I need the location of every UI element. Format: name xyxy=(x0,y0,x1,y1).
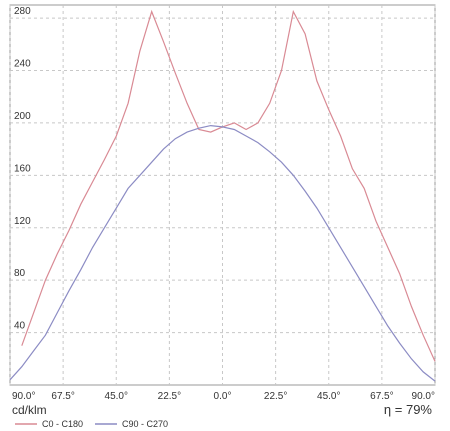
legend-label: C90 - C270 xyxy=(122,419,168,429)
y-unit: cd/klm xyxy=(12,403,47,417)
y-tick-label: 120 xyxy=(14,216,31,227)
y-tick-label: 240 xyxy=(14,59,31,70)
x-tick-label: 22.5° xyxy=(264,391,287,402)
y-tick-label: 160 xyxy=(14,163,31,174)
y-tick-label: 40 xyxy=(14,321,26,332)
series-line xyxy=(21,9,436,362)
x-tick-label: 45.0° xyxy=(105,391,128,402)
x-tick-label: 22.5° xyxy=(158,391,181,402)
y-tick-label: 280 xyxy=(14,6,31,17)
x-tick-label: 90.0° xyxy=(412,391,435,402)
x-tick-label: 90.0° xyxy=(12,391,35,402)
x-tick-label: 67.5° xyxy=(370,391,393,402)
y-tick-label: 200 xyxy=(14,111,31,122)
efficiency: η = 79% xyxy=(384,402,433,417)
x-tick-label: 0.0° xyxy=(214,391,232,402)
series-line xyxy=(9,124,436,382)
x-tick-label: 45.0° xyxy=(317,391,340,402)
y-tick-label: 80 xyxy=(14,268,26,279)
x-tick-label: 67.5° xyxy=(51,391,74,402)
legend-label: C0 - C180 xyxy=(42,419,83,429)
